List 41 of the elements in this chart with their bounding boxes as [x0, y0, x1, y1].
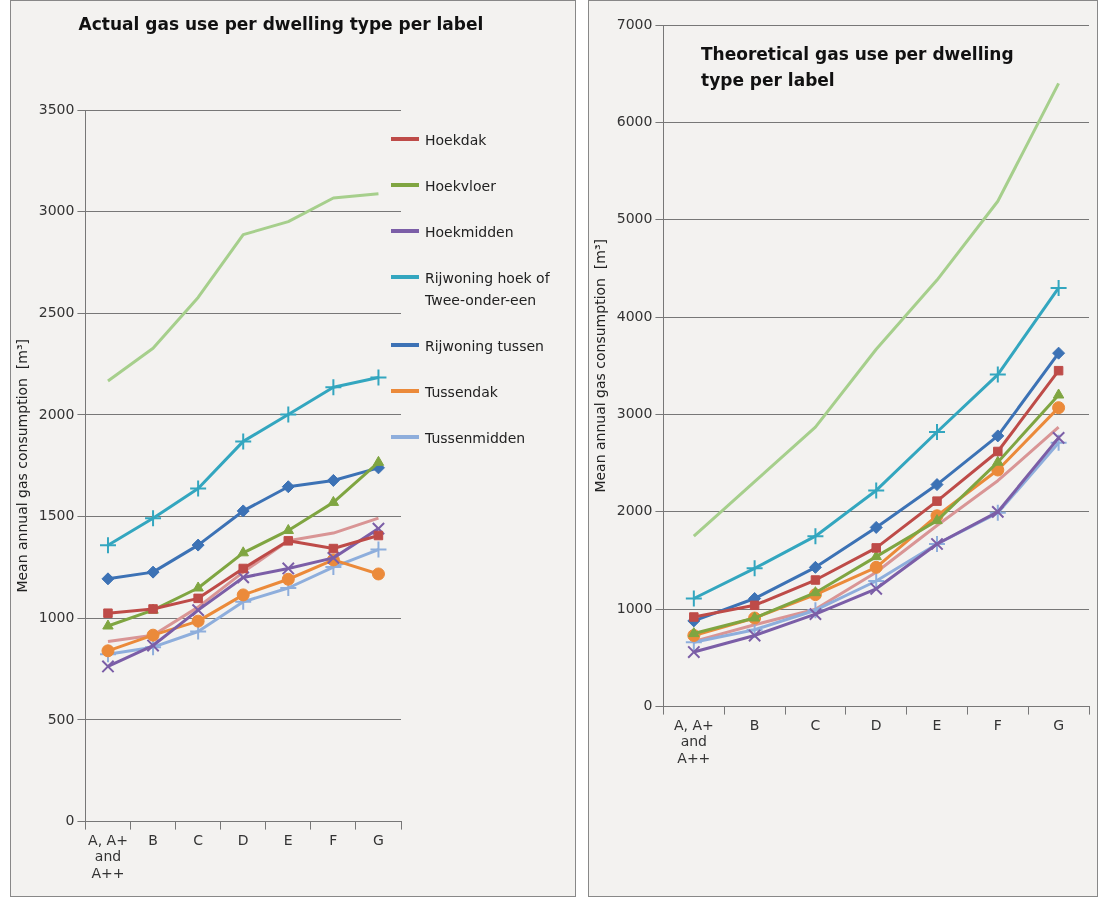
y-tick-label: 2000 — [616, 502, 653, 519]
x-tick-label: E — [283, 831, 293, 848]
y-tick-label: 0 — [65, 812, 75, 829]
y-tick-label: 3500 — [38, 100, 75, 117]
y-axis-title: Mean annual gas consumption [m³] — [592, 238, 609, 493]
legend-label: Rijwoning tussen — [425, 337, 545, 356]
y-tick-label: 2500 — [38, 303, 75, 320]
y-tick-label: 3000 — [38, 202, 75, 219]
x-tick-label: C — [810, 716, 821, 733]
y-tick-label: 2000 — [38, 405, 75, 422]
text: Theoretical gas use per dwelling type per label — [701, 43, 1015, 92]
x-tick-label: B — [148, 831, 158, 848]
legend-label: Hoekvloer — [425, 177, 497, 196]
y-tick-label: 500 — [47, 710, 75, 727]
x-tick-label: C — [193, 831, 204, 848]
chart-title: Actual gas use per dwelling type per label — [77, 13, 485, 36]
legend-label: Tussendak — [425, 383, 499, 402]
x-tick-label: F — [993, 716, 1002, 733]
y-tick-label: 4000 — [616, 307, 653, 324]
y-tick-label: 7000 — [616, 15, 653, 32]
y-tick-label: 3000 — [616, 405, 653, 422]
x-tick-label: G — [373, 831, 384, 848]
x-tick-label: D — [870, 716, 882, 733]
legend-label: Rijwoning hoek of Twee-onder-een — [425, 269, 551, 310]
legend-label: Hoekmidden — [425, 223, 515, 242]
legend-label: Tussenmidden — [425, 429, 527, 448]
x-tick-label: A, A+ and A++ — [88, 831, 128, 882]
x-tick-label: D — [237, 831, 249, 848]
y-tick-label: 1500 — [38, 507, 75, 524]
y-tick-label: 1000 — [616, 599, 653, 616]
x-tick-label: E — [932, 716, 942, 733]
y-tick-label: 0 — [643, 697, 653, 714]
x-tick-label: F — [329, 831, 338, 848]
y-axis-title: Mean annual gas consumption [m³] — [14, 338, 31, 593]
legend-label: Hoekdak — [425, 131, 488, 150]
x-tick-label: B — [749, 716, 760, 733]
x-tick-label: A, A+ and A++ — [673, 716, 714, 767]
x-tick-label: G — [1053, 716, 1065, 733]
y-tick-label: 1000 — [38, 608, 75, 625]
y-tick-label: 6000 — [616, 113, 653, 130]
y-tick-label: 5000 — [616, 210, 653, 227]
